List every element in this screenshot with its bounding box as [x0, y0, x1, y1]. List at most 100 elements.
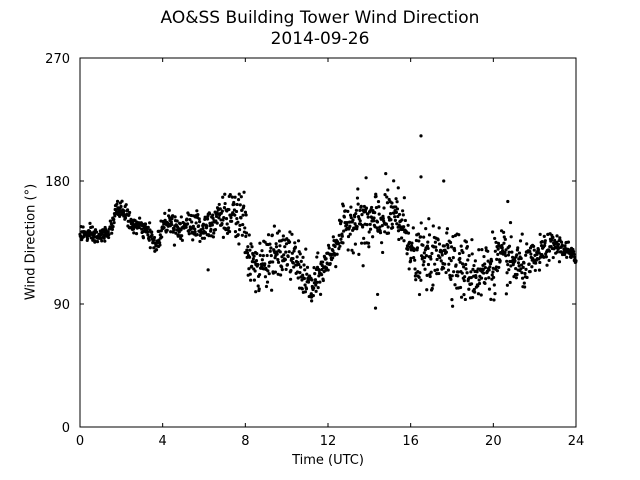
data-point: [540, 239, 544, 244]
data-point: [346, 234, 351, 239]
data-point: [426, 246, 430, 251]
data-point: [453, 248, 457, 253]
data-point: [258, 241, 262, 245]
data-point: [408, 259, 413, 263]
chart-subtitle: 2014-09-26: [270, 29, 370, 49]
data-point: [112, 217, 116, 222]
data-point: [321, 278, 325, 283]
data-point: [400, 218, 404, 222]
data-point: [380, 224, 384, 228]
data-point: [292, 249, 296, 253]
data-point: [406, 231, 411, 235]
data-point: [292, 265, 296, 269]
data-point: [488, 265, 492, 269]
data-point: [280, 265, 284, 269]
data-point: [493, 292, 497, 296]
data-point: [335, 252, 339, 256]
data-point: [439, 259, 443, 263]
data-point: [307, 274, 312, 278]
axis-ticks: 0 4 8 12 16 20 24 0 90 180 270: [45, 52, 584, 449]
data-point: [162, 225, 166, 230]
data-point: [417, 292, 422, 297]
data-point: [520, 271, 524, 275]
data-point: [498, 259, 502, 263]
data-point: [397, 237, 401, 242]
x-tick-label: 20: [485, 434, 502, 449]
data-point: [327, 246, 331, 250]
data-point: [331, 235, 335, 239]
data-point: [419, 134, 423, 138]
data-point: [257, 272, 262, 277]
data-point: [302, 263, 306, 267]
data-point: [534, 261, 538, 265]
data-point: [497, 265, 501, 270]
data-point: [241, 222, 245, 227]
data-point: [314, 289, 318, 293]
data-point: [448, 240, 453, 245]
data-point: [254, 259, 259, 263]
data-point: [268, 249, 272, 253]
data-point: [196, 213, 200, 217]
data-point: [361, 264, 365, 268]
data-point: [393, 215, 397, 219]
data-point: [433, 268, 437, 272]
data-point: [436, 238, 440, 242]
data-point: [276, 272, 280, 276]
data-point: [373, 211, 377, 215]
data-point: [289, 268, 293, 273]
data-point: [470, 252, 474, 256]
x-tick-label: 12: [320, 434, 337, 449]
data-point: [392, 211, 396, 215]
data-point: [313, 278, 318, 282]
data-point: [366, 241, 371, 245]
data-point: [519, 256, 523, 261]
data-point: [224, 217, 229, 221]
data-point: [305, 265, 310, 269]
data-point: [407, 240, 412, 244]
data-point: [519, 263, 524, 267]
data-point: [169, 220, 173, 224]
data-point: [217, 202, 221, 207]
data-point: [191, 224, 195, 228]
data-point: [544, 255, 548, 259]
data-point: [507, 250, 511, 254]
data-point: [145, 230, 150, 234]
data-point: [103, 239, 107, 243]
data-point: [529, 252, 533, 256]
data-point: [505, 283, 510, 287]
data-point: [524, 253, 528, 257]
data-point: [413, 267, 417, 271]
data-point: [130, 225, 134, 229]
data-point: [146, 225, 150, 229]
data-point: [538, 255, 543, 259]
data-point: [383, 193, 387, 197]
data-point: [270, 288, 274, 292]
data-point: [519, 267, 523, 271]
data-point: [368, 222, 372, 226]
data-point: [397, 212, 402, 217]
data-point: [374, 194, 378, 199]
data-point: [279, 273, 283, 277]
y-axis-label: Wind Direction (°): [23, 183, 39, 301]
data-point: [438, 256, 442, 260]
data-point: [520, 232, 524, 236]
data-point: [195, 209, 199, 213]
data-point: [341, 204, 345, 208]
data-point: [358, 208, 362, 212]
data-point: [472, 263, 476, 268]
data-point: [253, 269, 257, 273]
data-point: [487, 276, 491, 280]
data-point: [428, 254, 433, 259]
data-point: [95, 240, 100, 244]
data-point: [285, 262, 290, 267]
data-point: [390, 222, 394, 226]
data-point: [492, 283, 496, 287]
data-point: [390, 201, 394, 205]
data-point: [257, 287, 261, 291]
data-point: [120, 199, 124, 203]
data-point: [252, 254, 256, 258]
data-point: [356, 187, 360, 191]
data-point: [102, 236, 106, 240]
data-point: [326, 243, 331, 248]
data-point: [490, 273, 494, 277]
